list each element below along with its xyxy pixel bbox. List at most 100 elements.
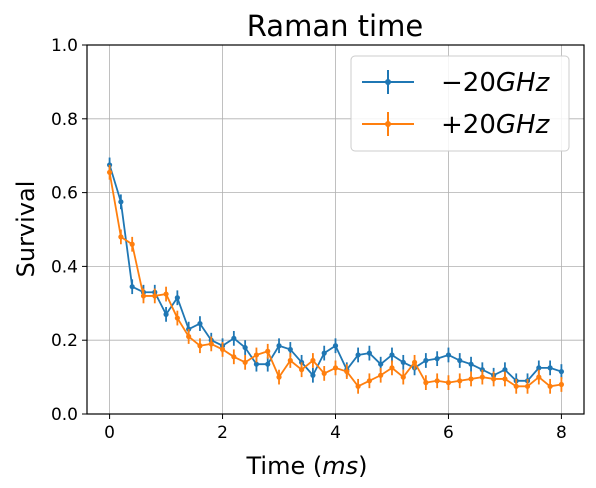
data-point [411,359,418,365]
series-layer [106,157,565,394]
data-point [242,344,248,351]
legend-label-minus-20ghz-unit: GHz [496,68,551,98]
data-point [355,383,361,389]
y-tick-label: 0.4 [51,257,78,277]
data-point [332,365,339,371]
ticks: 0 2 4 6 8 0.0 0.2 0.4 0.6 0.8 1.0 [51,36,567,443]
data-point [208,341,214,347]
data-point [491,376,497,382]
legend: −20GHz +20GHz [350,55,570,152]
data-point [265,361,271,367]
legend-label-plus-20ghz-unit: GHz [496,110,551,140]
data-point [457,378,463,384]
legend-item-plus-20ghz: +20GHz [362,110,551,140]
legend-marker-minus-20ghz [385,79,391,85]
data-point [423,380,429,386]
legend-label-minus-20ghz: −20GHz [441,68,551,98]
x-tick-label: 4 [330,423,341,443]
data-point [197,320,203,327]
data-point [106,169,113,175]
data-point [287,346,293,353]
data-point [547,365,553,371]
y-tick-label: 1.0 [51,36,78,56]
data-point [332,343,339,349]
legend-item-minus-20ghz: −20GHz [362,68,551,98]
data-point [457,357,463,364]
data-point [231,335,237,341]
data-point [265,348,271,354]
data-point [174,315,180,321]
data-point [479,374,485,380]
data-point [129,284,135,290]
data-point [558,368,565,375]
legend-label-plus-20ghz-sign: +20 [441,110,496,140]
data-point [253,352,260,358]
y-tick-label: 0.2 [51,331,78,351]
y-tick-label: 0.8 [51,110,78,130]
data-point [299,367,305,373]
data-point [378,372,384,378]
data-point [163,291,169,297]
legend-label-plus-20ghz: +20GHz [441,110,551,140]
data-point [536,374,542,380]
data-point [366,378,372,384]
x-tick-label: 8 [556,423,567,443]
y-tick-label: 0.6 [51,184,78,204]
data-point [445,352,452,358]
y-tick-label: 0.0 [51,405,78,425]
data-point [389,365,395,371]
data-point [321,370,327,377]
data-point [174,295,180,301]
data-point [129,241,135,247]
data-point [163,311,169,317]
data-point [513,383,519,389]
data-point [423,357,429,364]
data-point [197,343,203,349]
data-point [310,372,316,378]
data-point [400,374,406,380]
data-point [276,343,282,349]
y-axis-title: Survival [12,181,40,278]
data-point [118,199,124,205]
legend-label-minus-20ghz-sign: −20 [441,68,496,98]
data-point [152,293,158,299]
data-point [219,346,226,353]
data-point [344,368,350,375]
data-point [502,367,508,373]
data-point [536,365,542,371]
data-point [231,354,237,360]
data-point [106,162,113,168]
x-axis-title-suffix: ) [358,452,367,480]
data-point [355,352,361,358]
data-point [242,359,248,365]
x-tick-label: 2 [217,423,228,443]
chart-title: Raman time [247,9,423,43]
data-point [468,361,474,367]
data-point [468,376,474,382]
data-point [502,376,508,382]
data-point [366,350,372,356]
x-tick-label: 6 [443,423,454,443]
x-axis-title-prefix: Time ( [246,452,323,480]
data-point [253,361,260,367]
data-point [118,234,124,240]
data-point [434,356,440,362]
data-point [310,357,316,364]
x-axis-title: Time (ms) [246,452,368,480]
data-point [389,352,395,358]
series-0 [106,157,565,389]
data-point [287,357,293,364]
data-point [400,359,406,365]
series-1 [106,164,565,394]
data-point [321,350,327,356]
data-point [547,383,553,389]
data-point [186,333,192,340]
data-point [434,378,440,384]
data-point [445,380,452,386]
legend-box [350,55,570,152]
x-axis-title-unit: ms [322,452,358,480]
data-point [378,361,384,367]
x-tick-label: 0 [104,423,115,443]
data-point [558,381,565,388]
